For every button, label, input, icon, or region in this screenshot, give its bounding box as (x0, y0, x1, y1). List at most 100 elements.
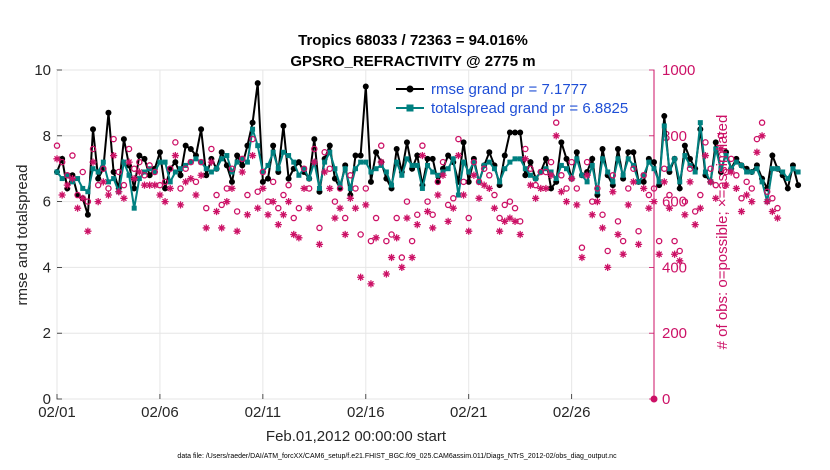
point-totalspread (502, 166, 508, 172)
point-obs-possible (511, 204, 519, 212)
point-obs-assimilated (681, 211, 689, 219)
point-obs-assimilated (187, 174, 195, 183)
point-obs-assimilated (547, 171, 555, 179)
point-totalspread (538, 169, 544, 175)
point-obs-assimilated (439, 171, 447, 179)
point-totalspread (759, 179, 765, 185)
point-rmse (357, 152, 364, 159)
point-obs-assimilated (634, 240, 643, 248)
point-totalspread (646, 159, 652, 165)
point-totalspread (141, 169, 147, 175)
point-totalspread (322, 159, 328, 165)
point-totalspread (203, 166, 209, 172)
point-obs-possible (661, 165, 668, 172)
point-obs-assimilated (768, 207, 776, 216)
point-rmse (362, 83, 369, 90)
point-totalspread (373, 166, 379, 172)
point-obs-assimilated (336, 204, 344, 212)
point-obs-possible (558, 172, 565, 179)
point-obs-assimilated (53, 155, 61, 163)
point-obs-assimilated (743, 191, 751, 199)
point-obs-possible (141, 172, 148, 179)
point-obs-assimilated (393, 234, 401, 242)
point-obs-possible (347, 172, 354, 179)
point-obs-assimilated (465, 227, 473, 235)
point-obs-assimilated (125, 158, 133, 166)
point-totalspread (121, 159, 127, 165)
point-rmse (162, 185, 169, 192)
point-totalspread (486, 159, 492, 165)
point-obs-possible (233, 208, 241, 215)
point-obs-assimilated (58, 191, 66, 199)
point-obs-possible (300, 165, 308, 172)
point-obs-assimilated (588, 211, 596, 219)
point-obs-possible (650, 185, 658, 192)
point-obs-assimilated (398, 263, 406, 271)
point-totalspread (75, 176, 81, 182)
point-obs-assimilated (135, 168, 143, 176)
point-totalspread (214, 166, 220, 172)
point-totalspread (718, 166, 724, 172)
point-totalspread (471, 159, 477, 165)
point-obs-possible (244, 191, 251, 199)
point-rmse (563, 155, 570, 162)
point-obs-assimilated (655, 250, 663, 258)
point-obs-assimilated (696, 204, 704, 212)
point-totalspread (579, 172, 585, 178)
point-totalspread (111, 176, 117, 182)
point-obs-assimilated (532, 194, 540, 202)
point-obs-possible (717, 132, 725, 140)
point-obs-assimilated (454, 151, 463, 160)
point-totalspread (754, 166, 760, 172)
point-obs-assimilated (758, 132, 766, 140)
point-obs-assimilated (346, 194, 354, 202)
legend-rmse-label: rmse grand pr = 7.1777 (431, 81, 587, 98)
point-totalspread (157, 159, 163, 165)
point-rmse (352, 152, 359, 159)
x-tick-label: 02/16 (347, 404, 385, 421)
legend-rmse-marker (406, 85, 414, 93)
point-obs-possible (269, 178, 277, 186)
point-obs-assimilated (331, 214, 339, 222)
point-totalspread (527, 172, 533, 178)
point-rmse (414, 152, 421, 159)
point-obs-assimilated (310, 158, 318, 166)
point-totalspread (733, 159, 739, 165)
point-rmse (136, 152, 143, 159)
point-rmse (517, 129, 524, 136)
point-obs-assimilated (408, 253, 416, 262)
point-obs-possible (753, 135, 761, 143)
point-rmse (156, 149, 163, 156)
point-obs-possible (372, 214, 380, 222)
point-obs-possible (336, 185, 344, 192)
point-obs-assimilated (640, 184, 648, 193)
point-rmse (141, 155, 148, 162)
point-rmse (630, 149, 637, 156)
point-totalspread (105, 179, 111, 185)
point-rmse (90, 126, 97, 133)
point-obs-possible (100, 165, 107, 172)
point-obs-possible (640, 172, 647, 179)
point-obs-assimilated (701, 151, 710, 160)
point-totalspread (749, 169, 755, 175)
point-obs-assimilated (151, 181, 159, 189)
point-obs-assimilated (228, 184, 236, 193)
point-obs-possible (625, 185, 632, 192)
point-obs-possible (352, 185, 359, 192)
point-rmse (676, 185, 683, 192)
point-obs-possible (393, 214, 400, 222)
point-rmse (486, 149, 493, 156)
point-obs-possible (573, 185, 581, 192)
point-totalspread (702, 169, 708, 175)
point-obs-assimilated (403, 214, 411, 222)
point-totalspread (414, 162, 420, 168)
point-rmse (501, 152, 508, 159)
point-totalspread (476, 179, 482, 185)
point-obs-assimilated (372, 234, 380, 242)
point-obs-assimilated (434, 191, 442, 199)
point-totalspread (584, 179, 590, 185)
point-rmse (661, 113, 668, 120)
point-obs-possible (655, 237, 663, 245)
point-obs-possible (666, 191, 673, 199)
point-obs-assimilated (485, 184, 493, 193)
